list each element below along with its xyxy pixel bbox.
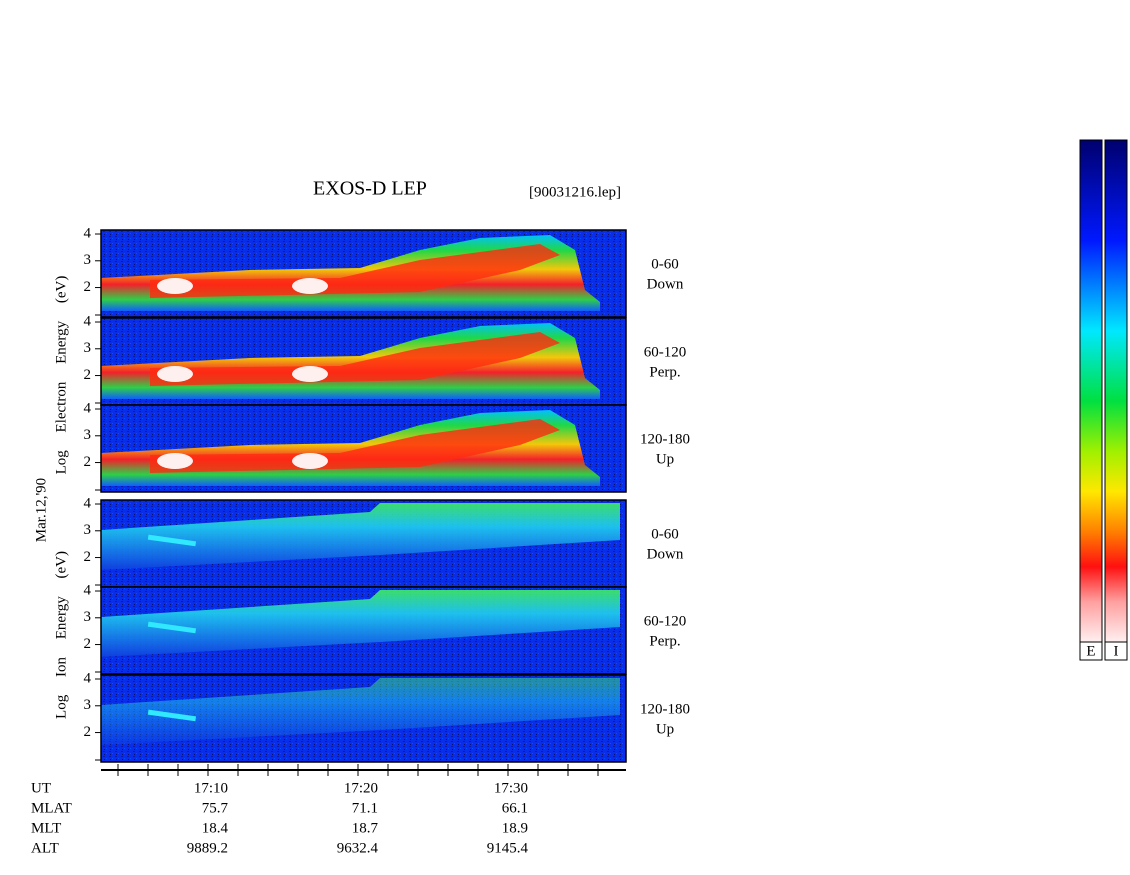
y-tick-label: 4 <box>84 313 92 329</box>
spectrogram-core <box>150 244 560 298</box>
colorbar-label-box <box>1104 641 1128 661</box>
spectrogram-core <box>150 332 560 386</box>
y-tick-label: 4 <box>84 400 92 416</box>
ephemeris-value: 9145.4 <box>487 840 529 856</box>
ephemeris-value: 9632.4 <box>337 840 379 856</box>
ephemeris-value: 17:20 <box>344 780 378 796</box>
panel-frame <box>100 404 627 493</box>
y-tick-label: 2 <box>84 367 92 383</box>
panel-frame <box>100 229 627 318</box>
colorbar-label: E <box>1086 643 1095 659</box>
pitch-label: 0-60 <box>651 526 679 542</box>
ephemeris-value: 18.4 <box>202 820 229 836</box>
ephemeris-label: UT <box>31 780 51 796</box>
spectrogram-core <box>150 419 560 473</box>
ephemeris-label: MLAT <box>31 800 72 816</box>
y-tick-label: 3 <box>84 697 92 713</box>
colorbar-label: I <box>1114 643 1119 659</box>
y-tick-label: 4 <box>84 582 92 598</box>
pitch-label: 60-120 <box>644 613 687 629</box>
y-tick-label: 4 <box>84 670 92 686</box>
pitch-dir: Up <box>656 721 674 737</box>
spectrogram-peak <box>157 453 193 469</box>
y-tick-label: 3 <box>84 522 92 538</box>
pitch-label: 120-180 <box>640 431 690 447</box>
pitch-label: 60-120 <box>644 344 687 360</box>
spectrogram-streak <box>147 534 197 547</box>
y-axis-label: Log Electron Energy (eV) <box>53 276 69 475</box>
ephemeris-value: 66.1 <box>502 800 528 816</box>
ephemeris-value: 75.7 <box>202 800 229 816</box>
y-tick-label: 4 <box>84 225 92 241</box>
ephemeris-label: MLT <box>31 820 61 836</box>
panel-frame <box>100 586 627 675</box>
ephemeris-value: 18.9 <box>502 820 528 836</box>
spectrogram-peak <box>157 278 193 294</box>
y-tick-label: 2 <box>84 279 92 295</box>
ephemeris-value: 9889.2 <box>187 840 228 856</box>
y-tick-label: 3 <box>84 609 92 625</box>
y-tick-label: 3 <box>84 252 92 268</box>
spectrogram-peak <box>157 366 193 382</box>
pitch-dir: Perp. <box>649 364 680 380</box>
y-tick-label: 3 <box>84 340 92 356</box>
pitch-label: 120-180 <box>640 701 690 717</box>
title: EXOS-D LEP <box>313 178 427 200</box>
y-axis-label: Log Ion Energy (eV) <box>53 551 69 719</box>
ephemeris-value: 17:10 <box>194 780 228 796</box>
ephemeris-label: ALT <box>31 840 59 856</box>
spectrogram-streak <box>147 709 197 722</box>
y-tick-label: 2 <box>84 549 92 565</box>
y-tick-label: 3 <box>84 427 92 443</box>
pitch-dir: Down <box>647 546 684 562</box>
file-name: [90031216.lep] <box>529 184 621 200</box>
ephemeris-value: 17:30 <box>494 780 528 796</box>
pitch-dir: Down <box>647 276 684 292</box>
y-tick-label: 2 <box>84 454 92 470</box>
colorbar <box>1104 139 1128 643</box>
spectrogram-peak <box>292 278 328 294</box>
spectrogram-peak <box>292 453 328 469</box>
panel-frame <box>100 674 627 763</box>
pitch-dir: Perp. <box>649 633 680 649</box>
spectrogram-band <box>101 678 620 745</box>
ephemeris-value: 18.7 <box>352 820 379 836</box>
colorbar-label-box <box>1079 641 1103 661</box>
y-tick-label: 4 <box>84 495 92 511</box>
pitch-label: 0-60 <box>651 256 679 272</box>
spectrogram-streak <box>147 621 197 634</box>
colorbar <box>1079 139 1103 643</box>
spectrogram-peak <box>292 366 328 382</box>
date-label: Mar.12,'90 <box>33 478 49 542</box>
y-tick-label: 2 <box>84 636 92 652</box>
ephemeris-value: 71.1 <box>352 800 378 816</box>
pitch-dir: Up <box>656 451 674 467</box>
spectrogram-band <box>101 590 620 657</box>
spectrogram-band <box>101 503 620 570</box>
y-tick-label: 2 <box>84 724 92 740</box>
